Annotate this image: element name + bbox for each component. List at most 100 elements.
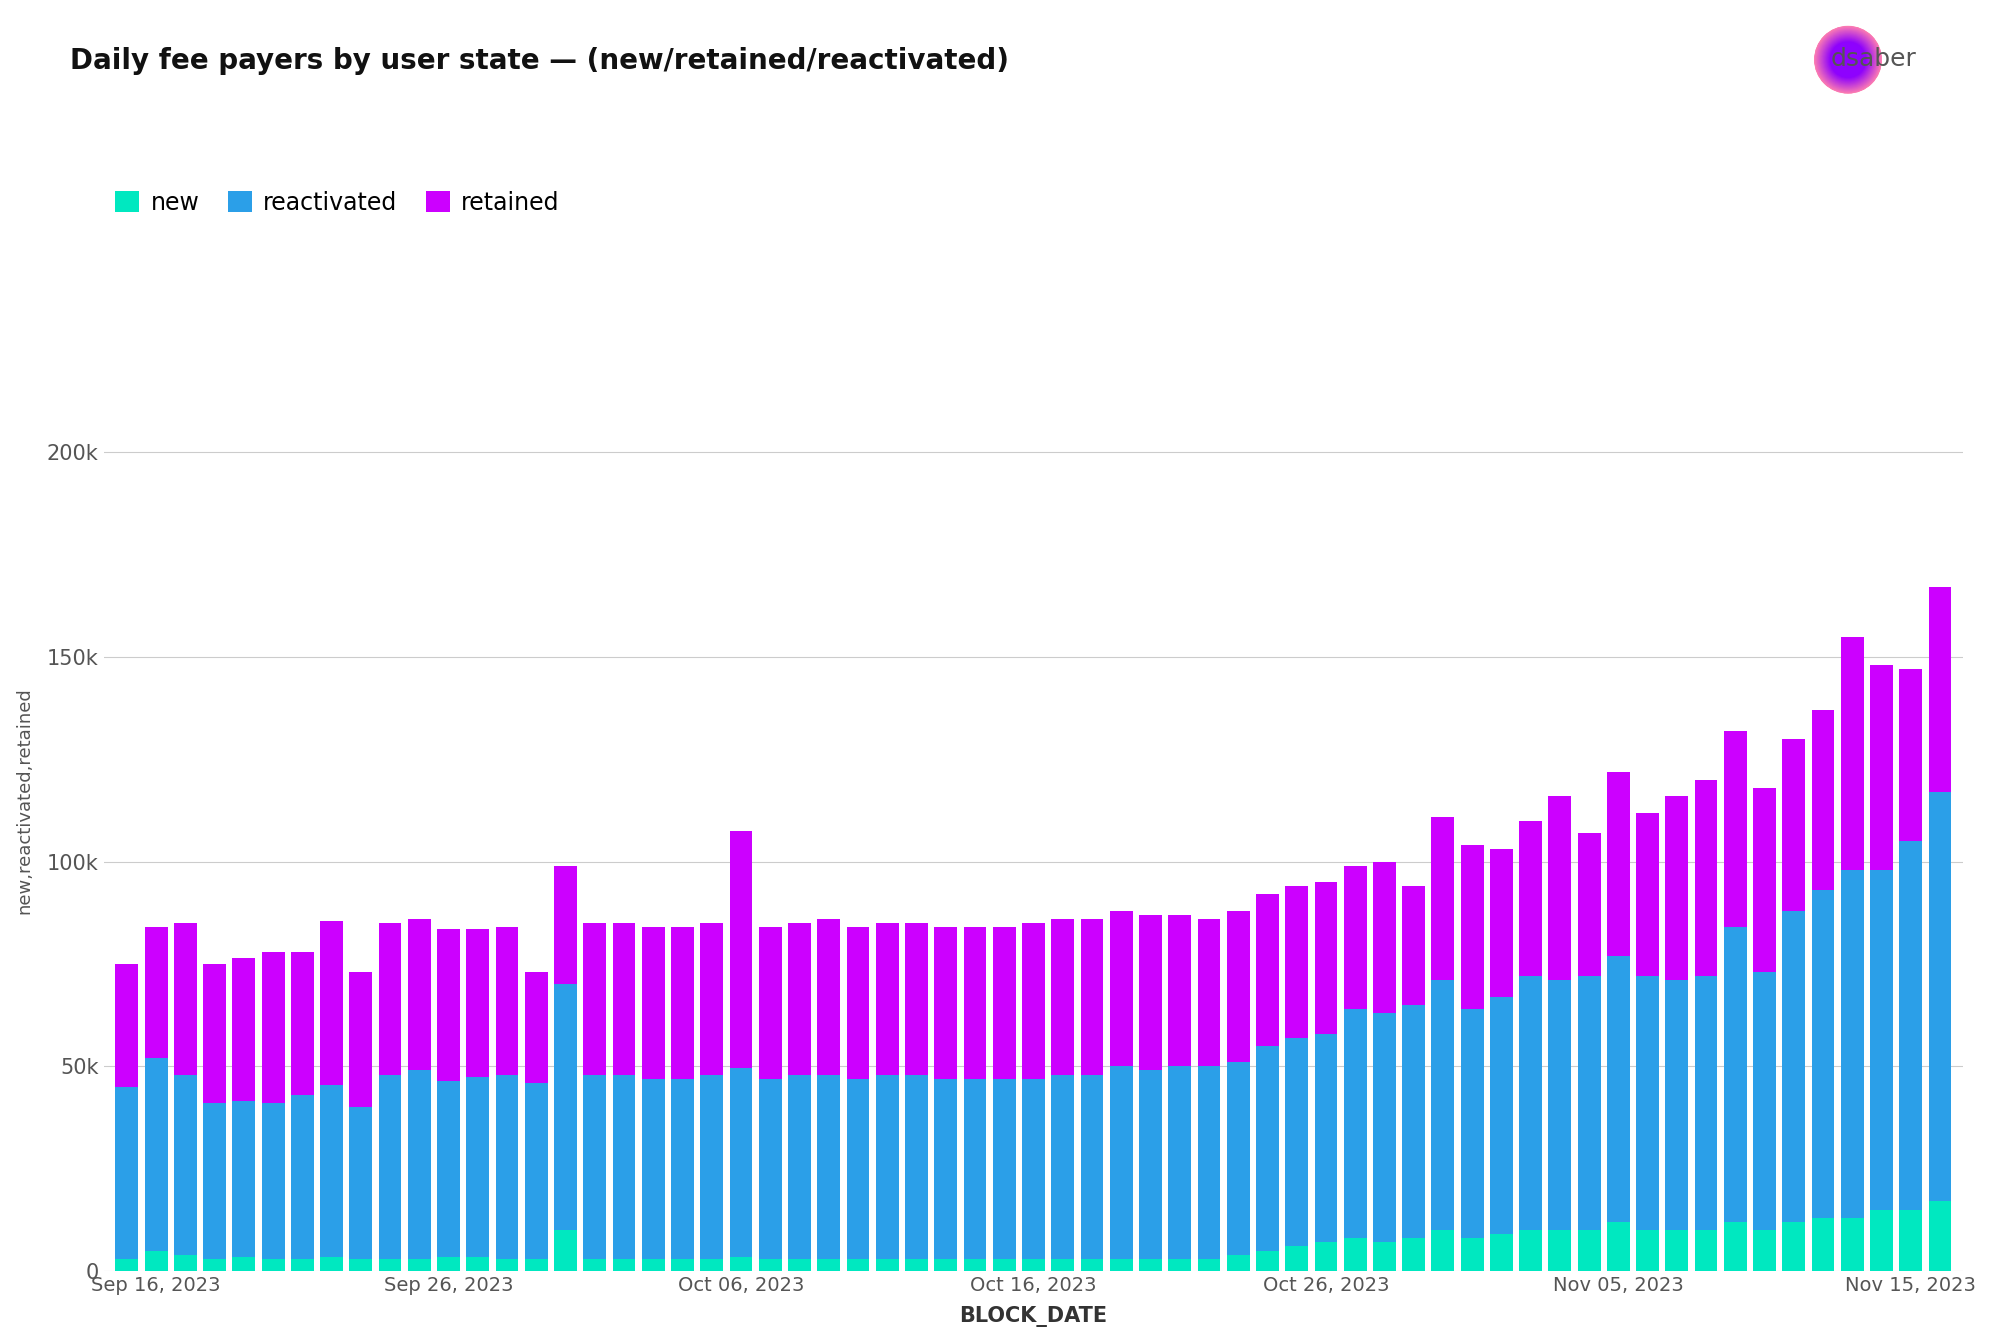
Bar (554, 866, 576, 985)
Circle shape (1820, 32, 1876, 87)
Bar (1140, 915, 1162, 1071)
Bar (642, 1259, 664, 1271)
Bar (1606, 772, 1630, 956)
Bar (1198, 1067, 1220, 1259)
Circle shape (1822, 32, 1874, 87)
Bar (496, 1259, 518, 1271)
Circle shape (1824, 36, 1872, 83)
Bar (730, 831, 752, 1068)
Bar (1432, 1231, 1454, 1271)
Circle shape (1816, 28, 1880, 91)
Circle shape (1828, 39, 1868, 81)
Circle shape (1824, 36, 1872, 83)
Bar (496, 927, 518, 1075)
Bar (584, 1075, 606, 1259)
Bar (232, 958, 256, 1102)
Bar (1782, 911, 1806, 1223)
Bar (846, 1079, 870, 1259)
Text: dsaber: dsaber (1830, 47, 1916, 71)
Bar (730, 1068, 752, 1256)
Bar (174, 923, 196, 1075)
Bar (438, 1080, 460, 1256)
Circle shape (1820, 31, 1876, 89)
Bar (1812, 890, 1834, 1217)
Bar (1724, 927, 1746, 1223)
Bar (320, 1256, 344, 1271)
Bar (1256, 895, 1278, 1045)
Bar (554, 1231, 576, 1271)
Bar (1754, 972, 1776, 1231)
Bar (1928, 1201, 1952, 1271)
Bar (964, 1079, 986, 1259)
Bar (934, 927, 958, 1079)
Bar (1694, 780, 1718, 977)
Bar (642, 1079, 664, 1259)
Bar (174, 1255, 196, 1271)
Bar (1900, 1209, 1922, 1271)
Bar (992, 1079, 1016, 1259)
Circle shape (1814, 27, 1882, 93)
Circle shape (1828, 40, 1868, 79)
Circle shape (1828, 40, 1868, 79)
Bar (1636, 812, 1658, 977)
Circle shape (1818, 30, 1878, 90)
Bar (1402, 886, 1426, 1005)
Bar (1900, 841, 1922, 1209)
Bar (378, 923, 402, 1075)
Bar (992, 927, 1016, 1079)
Circle shape (1828, 40, 1868, 79)
Bar (1666, 796, 1688, 981)
Bar (818, 1259, 840, 1271)
Bar (1226, 911, 1250, 1063)
Bar (1314, 882, 1338, 1033)
Bar (876, 923, 898, 1075)
Bar (642, 927, 664, 1079)
Bar (1870, 870, 1892, 1209)
Bar (262, 1103, 284, 1259)
Bar (1198, 1259, 1220, 1271)
Circle shape (1818, 30, 1878, 90)
Bar (320, 1084, 344, 1256)
Bar (350, 972, 372, 1107)
Circle shape (1824, 35, 1872, 85)
Bar (1432, 981, 1454, 1231)
Bar (1490, 1235, 1512, 1271)
Bar (730, 1256, 752, 1271)
Bar (1402, 1239, 1426, 1271)
Bar (466, 929, 490, 1076)
Bar (1286, 1037, 1308, 1247)
Bar (1052, 919, 1074, 1075)
Circle shape (1824, 36, 1872, 83)
Circle shape (1818, 30, 1878, 90)
Circle shape (1818, 30, 1878, 90)
Bar (204, 1103, 226, 1259)
Bar (934, 1259, 958, 1271)
Bar (174, 1075, 196, 1255)
Bar (1754, 1231, 1776, 1271)
Bar (204, 1259, 226, 1271)
Bar (1606, 1223, 1630, 1271)
Bar (818, 919, 840, 1075)
Bar (1578, 1231, 1600, 1271)
Bar (876, 1075, 898, 1259)
Circle shape (1830, 42, 1866, 78)
Bar (1022, 1259, 1044, 1271)
Bar (466, 1256, 490, 1271)
Bar (758, 1259, 782, 1271)
Bar (788, 1075, 810, 1259)
Bar (992, 1259, 1016, 1271)
Bar (1840, 1217, 1864, 1271)
Bar (1548, 1231, 1572, 1271)
Bar (672, 1259, 694, 1271)
Bar (1372, 1013, 1396, 1243)
Circle shape (1830, 43, 1866, 76)
Bar (1548, 981, 1572, 1231)
Circle shape (1820, 31, 1876, 89)
Bar (1168, 915, 1192, 1067)
Bar (232, 1256, 256, 1271)
Bar (1052, 1075, 1074, 1259)
Circle shape (1816, 28, 1880, 91)
Circle shape (1826, 39, 1870, 81)
Circle shape (1824, 36, 1872, 83)
Bar (758, 1079, 782, 1259)
